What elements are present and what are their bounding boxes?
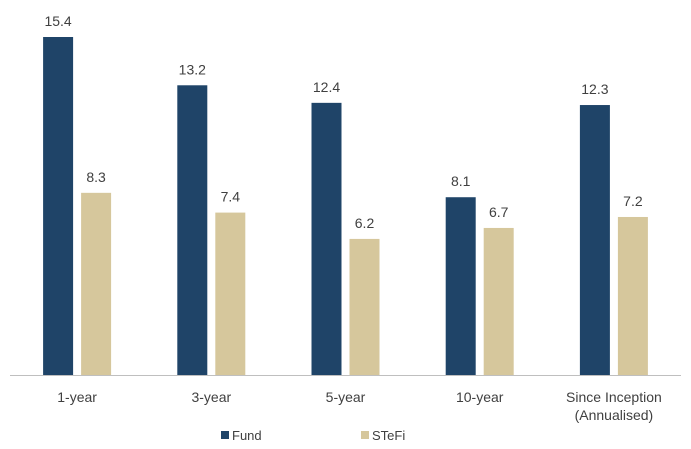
bar-fund-3: [445, 197, 476, 375]
bars-layer: [43, 37, 648, 376]
data-label-fund-3: 8.1: [451, 173, 471, 189]
data-label-stefi-4: 7.2: [623, 193, 643, 209]
data-label-fund-4: 12.3: [581, 81, 608, 97]
bar-stefi-1: [215, 212, 246, 375]
data-label-stefi-0: 8.3: [86, 169, 106, 185]
data-label-stefi-1: 7.4: [221, 189, 241, 205]
legend-swatch-stefi: [361, 431, 369, 439]
legend-swatch-fund: [221, 431, 229, 439]
bar-fund-1: [177, 85, 208, 376]
data-label-stefi-3: 6.7: [489, 204, 509, 220]
x-tick-label-1: 3-year: [191, 389, 231, 405]
legend-label-stefi: STeFi: [372, 428, 405, 443]
bar-fund-2: [311, 102, 342, 376]
bar-fund-4: [579, 105, 610, 375]
bar-stefi-3: [483, 227, 514, 375]
x-tick-labels-layer: 1-year 3-year 5-year 10-year Since Inception…: [57, 389, 662, 423]
x-tick-label-4: Since Inception (Annualised): [566, 389, 662, 423]
x-tick-label-3: 10-year: [456, 389, 504, 405]
bar-fund-0: [43, 37, 74, 375]
bar-stefi-0: [81, 192, 112, 375]
bar-stefi-2: [349, 238, 380, 375]
legend-label-fund: Fund: [232, 428, 262, 443]
bar-stefi-4: [617, 216, 648, 375]
data-labels-layer: 15.4 8.3 13.2 7.4 12.4 6.2 8.1 6.7 12.3 7.2: [44, 13, 642, 231]
x-tick-label-2: 5-year: [326, 389, 366, 405]
data-label-fund-1: 13.2: [179, 61, 206, 77]
legend: Fund STeFi: [221, 428, 405, 443]
data-label-stefi-2: 6.2: [355, 215, 375, 231]
x-tick-label-0: 1-year: [57, 389, 97, 405]
data-label-fund-2: 12.4: [313, 79, 340, 95]
data-label-fund-0: 15.4: [44, 13, 71, 29]
